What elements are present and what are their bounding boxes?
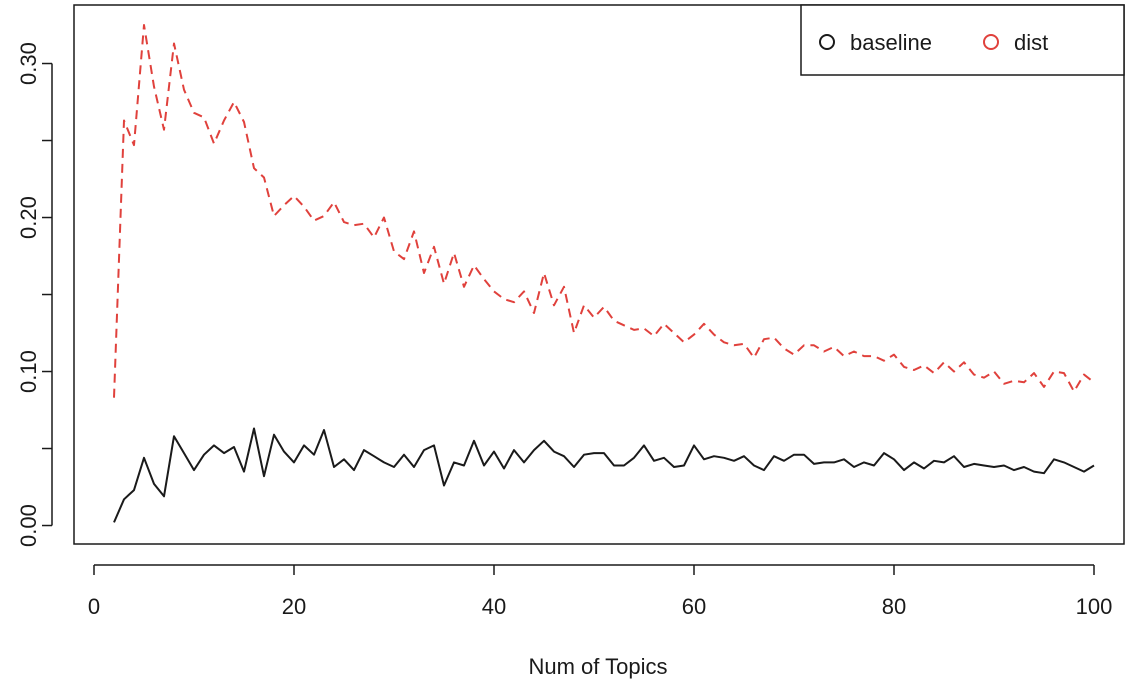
x-tick-label: 20 xyxy=(282,594,306,619)
y-axis: 0.00 0.10 0.20 0.30 xyxy=(16,42,53,547)
legend-marker-dist xyxy=(983,34,999,50)
y-tick-label: 0.20 xyxy=(16,196,41,239)
x-tick-label: 100 xyxy=(1076,594,1113,619)
legend: baseline dist xyxy=(800,4,1125,76)
legend-marker-baseline xyxy=(819,34,835,50)
legend-label-dist: dist xyxy=(1014,30,1048,55)
x-tick-label: 60 xyxy=(682,594,706,619)
y-tick-label: 0.10 xyxy=(16,350,41,393)
series-line-baseline xyxy=(113,427,1095,523)
y-tick-label: 0.00 xyxy=(16,504,41,547)
x-axis-title: Num of Topics xyxy=(529,654,668,679)
plot-frame xyxy=(73,4,1125,545)
x-tick-label: 80 xyxy=(882,594,906,619)
series-line-dist xyxy=(113,24,1095,398)
legend-label-baseline: baseline xyxy=(850,30,932,55)
y-tick-label: 0.30 xyxy=(16,42,41,85)
x-tick-label: 0 xyxy=(88,594,100,619)
x-axis: 0 20 40 60 80 100 xyxy=(88,564,1113,619)
legend-box xyxy=(800,4,1125,76)
x-tick-label: 40 xyxy=(482,594,506,619)
series-layer xyxy=(113,24,1095,523)
